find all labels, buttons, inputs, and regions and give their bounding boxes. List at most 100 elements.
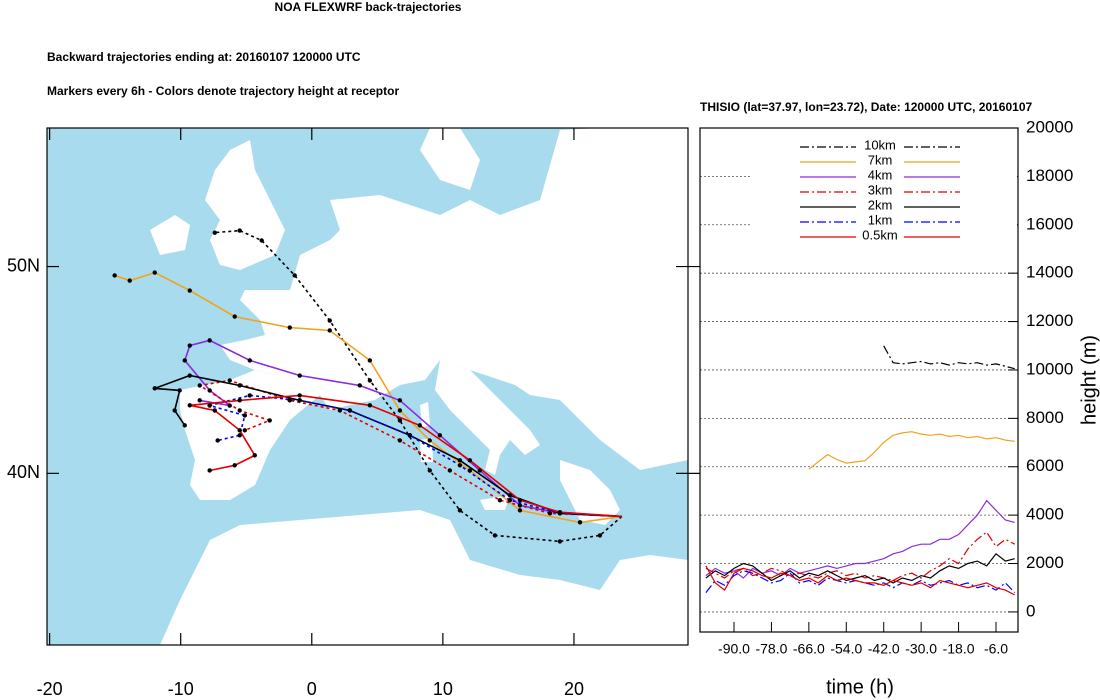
trajectory-marker — [237, 228, 242, 233]
trajectory-marker — [427, 438, 432, 443]
trajectory-marker — [492, 533, 498, 538]
x-tick-label: 10 — [433, 679, 453, 699]
figure-title: NOA FLEXWRF back-trajectories — [275, 0, 462, 14]
trajectory-marker — [259, 238, 264, 243]
x-tick-label: 0 — [307, 679, 317, 699]
series-line — [705, 531, 1015, 582]
trajectory-marker — [212, 408, 217, 413]
trajectory-marker — [347, 408, 353, 413]
trajectory-marker — [497, 498, 503, 503]
y-tick-label: 8000 — [1026, 408, 1064, 427]
trajectory-marker — [447, 468, 453, 473]
trajectory-marker — [197, 383, 202, 388]
trajectory-marker — [547, 511, 553, 516]
trajectory-marker — [407, 433, 413, 438]
trajectory-marker — [327, 318, 332, 323]
x-tick-label: -66.0 — [793, 641, 825, 657]
trajectory-line — [114, 271, 623, 524]
trajectory-marker — [237, 383, 242, 388]
x-tick-label: -20 — [37, 679, 63, 699]
trajectory-marker — [152, 270, 157, 275]
map-plot: -20 -10 0 10 20 40N 50N — [7, 128, 700, 699]
trajectory-marker — [232, 314, 237, 319]
trajectory-marker — [227, 378, 232, 383]
subtitle: Markers every 6h - Colors denote traject… — [47, 84, 399, 98]
y-axis-label: height (m) — [1078, 335, 1100, 425]
trajectory-line — [197, 379, 622, 518]
trajectory-marker — [517, 503, 523, 508]
height-plot: 0 2000 4000 6000 8000 10000 12000 14000 16000 180… — [700, 117, 1073, 657]
trajectory-marker — [187, 288, 192, 293]
trajectory-marker — [477, 468, 483, 473]
x-tick-label: -78.0 — [755, 641, 787, 657]
trajectory-marker — [247, 358, 252, 363]
trajectory-marker — [367, 378, 373, 383]
x-axis-label: time (h) — [826, 676, 894, 698]
y-tick-label: 0 — [1026, 601, 1035, 620]
trajectory-marker — [577, 520, 583, 525]
trajectory-marker — [237, 433, 242, 438]
trajectory-marker — [557, 539, 563, 544]
trajectory-marker — [267, 418, 272, 423]
chart-title: THISIO (lat=37.97, lon=23.72), Date: 120… — [700, 100, 1033, 114]
series-line — [705, 570, 1016, 594]
land — [435, 360, 540, 475]
trajectory-marker — [127, 278, 132, 283]
trajectory-marker — [182, 358, 187, 363]
trajectory-marker — [357, 383, 362, 388]
trajectory-marker — [197, 398, 202, 403]
legend-label: 4km — [868, 167, 893, 182]
trajectory-marker — [597, 533, 603, 538]
trajectory-marker — [397, 438, 403, 443]
x-tick-label: -10 — [168, 679, 194, 699]
trajectory-marker — [212, 230, 217, 235]
series-line — [705, 565, 1015, 596]
y-tick-label: 6000 — [1026, 456, 1064, 475]
land — [160, 510, 688, 645]
trajectory-marker — [397, 398, 403, 403]
trajectory-marker — [297, 373, 302, 378]
x-tick-label: 20 — [564, 679, 584, 699]
y-tick-label: 40N — [7, 462, 40, 482]
land — [480, 495, 510, 510]
legend-label: 3km — [868, 182, 893, 197]
y-tick-label: 2000 — [1026, 553, 1064, 572]
trajectory-marker — [187, 403, 192, 408]
trajectory-marker — [297, 393, 302, 398]
trajectory-marker — [397, 418, 403, 423]
trajectory-marker — [292, 273, 297, 278]
trajectory-marker — [557, 510, 563, 515]
series-line — [883, 345, 1015, 370]
y-tick-label: 14000 — [1026, 263, 1073, 282]
y-tick-label: 16000 — [1026, 214, 1073, 233]
x-tick-label: -54.0 — [830, 641, 862, 657]
trajectory-marker — [227, 403, 232, 408]
legend-label: 10km — [864, 137, 896, 152]
trajectory-marker — [252, 453, 257, 458]
y-tick-label: 4000 — [1026, 505, 1064, 524]
trajectory-marker — [237, 408, 242, 413]
legend-box — [750, 136, 1017, 245]
series-line — [705, 499, 1015, 579]
x-tick-label: -30.0 — [905, 641, 937, 657]
trajectory-marker — [215, 438, 220, 443]
x-tick-label: -18.0 — [943, 641, 975, 657]
series-line — [705, 552, 1015, 584]
trajectory-marker — [507, 493, 513, 498]
trajectory-marker — [152, 386, 157, 391]
trajectory-marker — [457, 458, 463, 463]
land — [220, 128, 688, 470]
trajectory-marker — [367, 403, 373, 408]
trajectory-marker — [207, 468, 212, 473]
trajectory-marker — [517, 498, 523, 503]
x-tick-label: -90.0 — [718, 641, 750, 657]
land — [150, 215, 190, 255]
trajectory-marker — [187, 373, 192, 378]
land — [420, 402, 430, 428]
y-tick-label: 10000 — [1026, 359, 1073, 378]
trajectory-marker — [237, 428, 242, 433]
trajectory-marker — [207, 403, 212, 408]
trajectory-marker — [207, 338, 212, 343]
